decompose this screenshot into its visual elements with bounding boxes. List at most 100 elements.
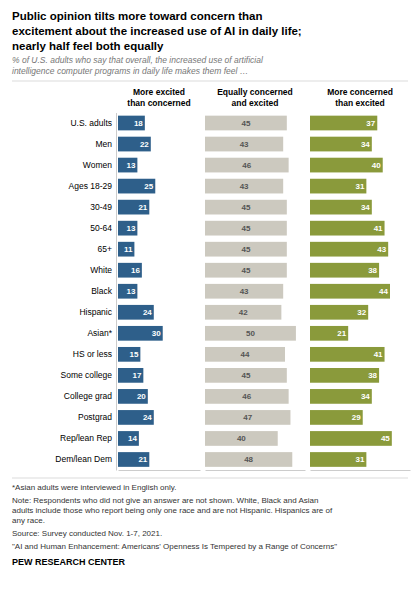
bar: [205, 137, 283, 152]
footnote: *Asian adults were interviewed in Englis…: [12, 483, 176, 492]
bar: [118, 326, 163, 341]
data-label: 31: [355, 182, 364, 191]
data-label: 43: [240, 182, 249, 191]
footer-line: PEW RESEARCH CENTER: [12, 557, 126, 567]
data-label: 50: [246, 329, 255, 338]
footer: PEW RESEARCH CENTER: [12, 557, 126, 567]
bar: [118, 179, 155, 194]
column-header: More concernedthan excited: [327, 87, 393, 108]
title: Public opinion tilts more toward concern…: [12, 10, 302, 52]
bar: [310, 263, 379, 278]
bar: [205, 452, 292, 467]
bar: [310, 305, 368, 320]
y-axis: U.S. adultsMenWomenAges 18-2930-4950-646…: [55, 113, 116, 471]
data-label: 48: [244, 455, 253, 464]
x-axis: [311, 470, 411, 471]
data-label: 38: [368, 266, 377, 275]
bar: [310, 179, 366, 194]
bar: [118, 284, 137, 299]
bar: [310, 137, 372, 152]
bar: [118, 410, 154, 425]
data-label: 45: [241, 119, 250, 128]
bar: [118, 368, 143, 383]
data-label: 21: [337, 329, 346, 338]
y-tick-label: Asian*: [87, 328, 112, 338]
data-label: 38: [368, 371, 377, 380]
footnote-line: any race.: [12, 516, 45, 525]
y-tick-label: College grad: [64, 391, 112, 401]
column-header-line: Equally concerned: [217, 87, 293, 97]
y-tick: Black: [91, 286, 116, 296]
y-tick: 30-49: [90, 202, 116, 212]
bar: [205, 410, 290, 425]
footnote: Source: Survey conducted Nov. 1-7, 2021.: [12, 529, 162, 538]
y-tick: College grad: [64, 391, 116, 401]
data-label: 34: [361, 203, 370, 212]
y-axis-line: [116, 113, 117, 471]
y-tick: White: [90, 265, 116, 275]
data-label: 24: [143, 308, 152, 317]
footnote-line: Note: Respondents who did not give an an…: [12, 496, 318, 505]
data-label: 11: [124, 245, 133, 254]
title-line: Public opinion tilts more toward concern…: [12, 10, 262, 22]
data-label: 45: [241, 224, 250, 233]
data-label: 43: [240, 287, 249, 296]
data-label: 45: [241, 266, 250, 275]
bar: [310, 389, 372, 404]
data-label: 45: [241, 245, 250, 254]
bar: [310, 452, 366, 467]
y-tick-label: U.S. adults: [70, 118, 112, 128]
column-header-line: than excited: [335, 98, 385, 108]
y-tick-label: Men: [95, 139, 112, 149]
y-tick-label: Hispanic: [79, 307, 112, 317]
data-label: 20: [137, 392, 146, 401]
data-label: 15: [129, 350, 138, 359]
y-tick: Ages 18-29: [69, 181, 116, 191]
bar: [310, 200, 372, 215]
title-line: excitement about the increased use of AI…: [12, 25, 302, 37]
data-labels: 1822132521131116132430151720241421454346…: [124, 119, 390, 464]
y-tick-label: White: [90, 265, 112, 275]
data-label: 44: [379, 287, 388, 296]
bar: [205, 347, 285, 362]
data-label: 34: [361, 140, 370, 149]
y-tick: Dem/lean Dem: [55, 454, 116, 464]
data-label: 31: [355, 455, 364, 464]
y-tick-label: Women: [83, 160, 112, 170]
data-label: 25: [144, 182, 153, 191]
title-line: nearly half feel both equally: [12, 40, 164, 52]
y-tick-label: Rep/lean Rep: [60, 433, 112, 443]
data-label: 45: [381, 434, 390, 443]
column-header: Equally concernedand excited: [217, 87, 293, 108]
bar: [118, 389, 148, 404]
data-label: 43: [240, 140, 249, 149]
bar: [118, 305, 154, 320]
data-label: 22: [140, 140, 149, 149]
bar: [118, 347, 140, 362]
data-label: 40: [372, 161, 381, 170]
data-label: 21: [138, 203, 147, 212]
bars: [118, 116, 392, 467]
bar: [310, 284, 390, 299]
y-tick: 65+: [98, 244, 116, 254]
x-axis: [119, 470, 201, 471]
bar: [205, 326, 296, 341]
bar: [205, 179, 283, 194]
y-tick: Hispanic: [79, 307, 116, 317]
subtitle-line: intelligence computer programs in daily …: [12, 66, 248, 76]
data-label: 41: [374, 350, 383, 359]
y-tick-label: Postgrad: [78, 412, 112, 422]
bar: [118, 137, 151, 152]
bar: [118, 452, 149, 467]
bar: [310, 242, 388, 257]
x-axis-line: [206, 470, 306, 471]
bar: [205, 305, 281, 320]
y-tick: Some college: [60, 370, 116, 380]
bar: [310, 368, 379, 383]
column-header-line: and excited: [232, 98, 279, 108]
bar: [310, 221, 385, 236]
separator: [12, 478, 408, 479]
data-label: 14: [128, 434, 137, 443]
subtitle: % of U.S. adults who say that overall, t…: [12, 55, 264, 76]
column-header-line: More excited: [133, 87, 185, 97]
